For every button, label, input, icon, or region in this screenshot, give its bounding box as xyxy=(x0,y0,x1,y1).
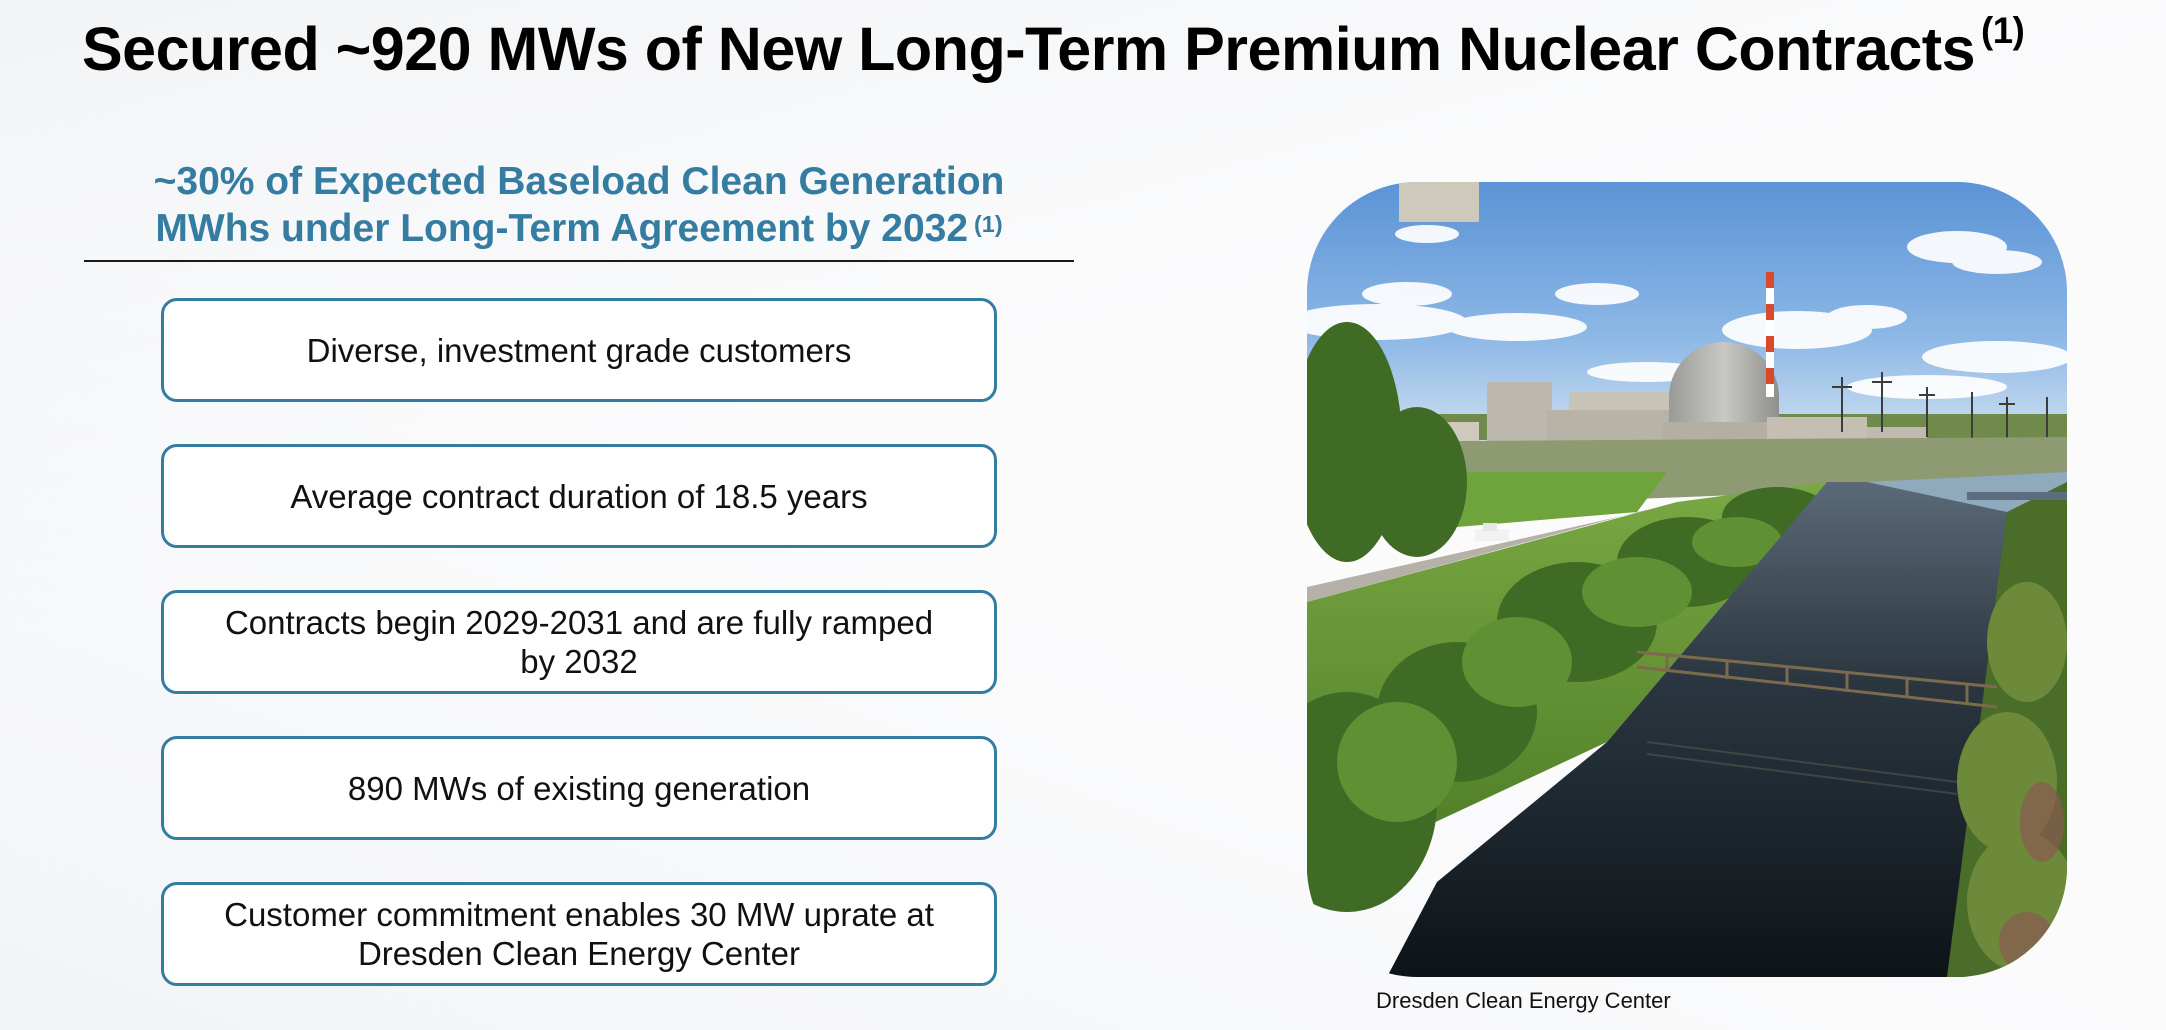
highlight-text: Customer commitment enables 30 MW uprate… xyxy=(224,896,934,972)
subheading-line-2: MWhs under Long-Term Agreement by 2032 (1… xyxy=(84,205,1074,252)
highlight-text: Contracts begin 2029-2031 and are fully … xyxy=(224,604,934,680)
subheading-footnote: (1) xyxy=(974,211,1003,237)
subheading-divider xyxy=(84,260,1074,262)
subheading-line-2-text: MWhs under Long-Term Agreement by 2032 xyxy=(155,207,969,250)
title-footnote: (1) xyxy=(1981,10,2025,51)
slide-title-text: Secured ~920 MWs of New Long-Term Premiu… xyxy=(82,15,1976,83)
photo-caption: Dresden Clean Energy Center xyxy=(1376,988,1671,1013)
highlight-text: Average contract duration of 18.5 years xyxy=(290,477,868,515)
highlight-text: 890 MWs of existing generation xyxy=(347,769,811,807)
highlight-box-customers: Diverse, investment grade customers xyxy=(161,298,997,402)
highlight-text: Diverse, investment grade customers xyxy=(306,331,852,369)
slide-title: Secured ~920 MWs of New Long-Term Premiu… xyxy=(82,10,2025,84)
subheading-line-1: ~30% of Expected Baseload Clean Generati… xyxy=(153,160,1005,203)
highlight-box-timing: Contracts begin 2029-2031 and are fully … xyxy=(161,590,997,694)
subheading: ~30% of Expected Baseload Clean Generati… xyxy=(84,158,1074,252)
highlight-box-uprate: Customer commitment enables 30 MW uprate… xyxy=(161,882,997,986)
nuclear-plant-photo xyxy=(1307,182,2067,977)
highlight-box-existing-generation: 890 MWs of existing generation xyxy=(161,736,997,840)
highlight-box-duration: Average contract duration of 18.5 years xyxy=(161,444,997,548)
